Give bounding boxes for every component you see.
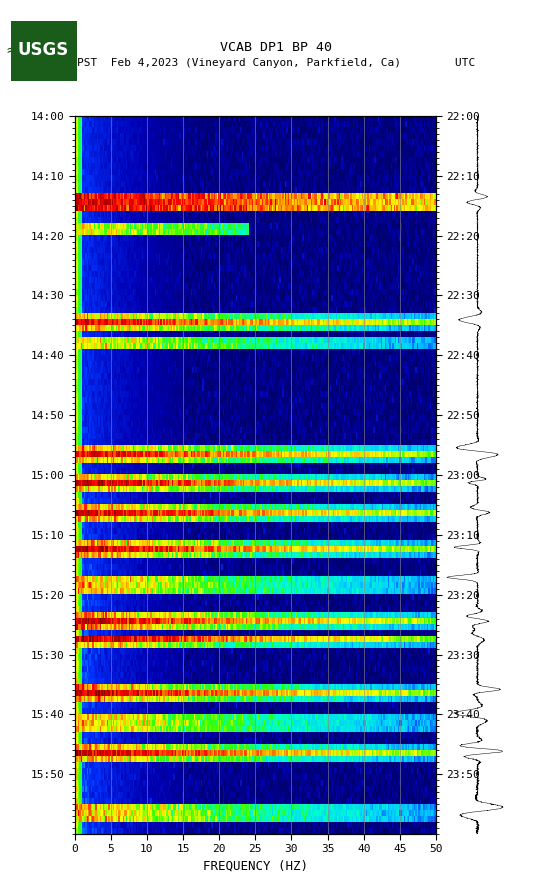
Text: VCAB DP1 BP 40: VCAB DP1 BP 40 bbox=[220, 41, 332, 54]
Text: PST  Feb 4,2023 (Vineyard Canyon, Parkfield, Ca)        UTC: PST Feb 4,2023 (Vineyard Canyon, Parkfie… bbox=[77, 58, 475, 68]
Text: ≈: ≈ bbox=[6, 43, 18, 57]
X-axis label: FREQUENCY (HZ): FREQUENCY (HZ) bbox=[203, 860, 308, 873]
Text: USGS: USGS bbox=[17, 41, 68, 59]
FancyBboxPatch shape bbox=[12, 21, 77, 81]
